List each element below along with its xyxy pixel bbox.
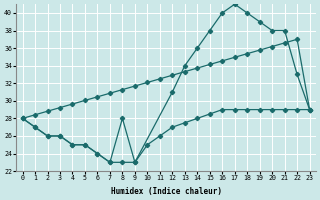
X-axis label: Humidex (Indice chaleur): Humidex (Indice chaleur): [111, 187, 221, 196]
